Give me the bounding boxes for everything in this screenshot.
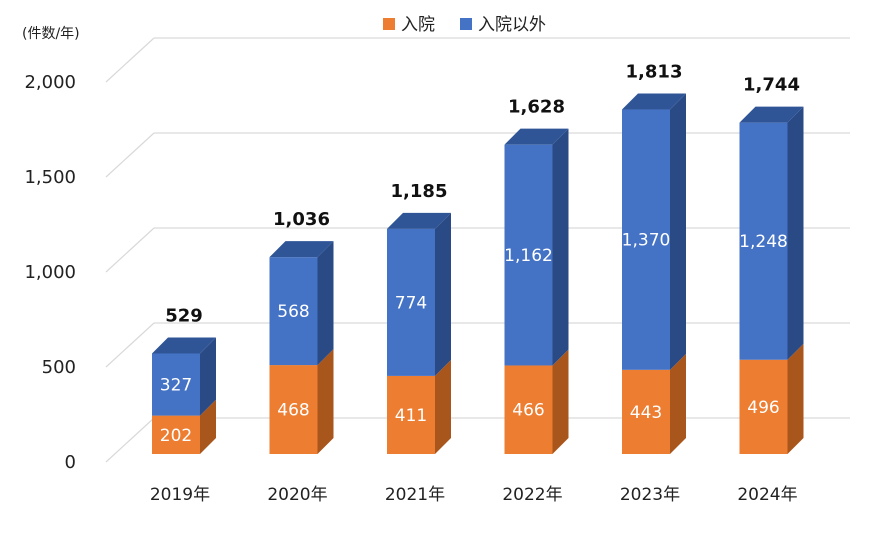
bar-segment-inpatient [739, 343, 804, 454]
total-value-label: 1,185 [391, 181, 448, 202]
bars: 202 327 529 468 568 1,036 411 774 1,185 466 1,162 1… [152, 62, 804, 454]
y-tick-label: 500 [42, 357, 76, 378]
segment-value-label: 568 [277, 302, 309, 322]
total-value-label: 1,744 [743, 75, 800, 96]
segment-value-label: 443 [630, 403, 662, 423]
bar-segment-non-inpatient [387, 212, 451, 376]
y-axis-unit-label: (件数/年) [22, 26, 80, 42]
legend-swatch [460, 18, 472, 30]
x-category-label: 2020年 [267, 485, 327, 505]
x-axis-categories: 2019年 2020年 2021年 2022年 2023年 2024年 [150, 485, 798, 505]
legend-label: 入院 [401, 15, 435, 35]
segment-value-label: 466 [512, 401, 544, 421]
gridline-depth [105, 322, 155, 368]
legend-swatch [383, 18, 395, 30]
legend-item: 入院 [383, 15, 435, 35]
bar-segment-inpatient [269, 349, 334, 454]
x-category-label: 2021年 [385, 485, 445, 505]
legend-item: 入院以外 [460, 15, 546, 35]
gridline-depth [105, 227, 155, 273]
bar-segment-inpatient [387, 359, 451, 454]
x-category-label: 2024年 [737, 485, 797, 505]
bar-segment-inpatient [504, 349, 569, 454]
bar-segment-inpatient [622, 353, 686, 454]
y-tick-label: 0 [65, 452, 76, 473]
bar-segment-non-inpatient [739, 106, 804, 360]
legend: 入院 入院以外 [383, 15, 546, 35]
x-category-label: 2022年 [502, 485, 562, 505]
x-category-label: 2019年 [150, 485, 210, 505]
y-tick-label: 1,500 [24, 167, 76, 188]
legend-label: 入院以外 [478, 15, 546, 35]
y-tick-label: 1,000 [24, 262, 76, 283]
segment-value-label: 496 [747, 398, 779, 418]
gridline-depth [105, 417, 155, 463]
total-value-label: 529 [165, 305, 203, 326]
segment-value-label: 411 [395, 406, 427, 426]
gridline-depth [105, 37, 155, 83]
segment-value-label: 1,248 [739, 232, 788, 252]
bar-segment-inpatient [152, 399, 216, 454]
bar-segment-non-inpatient [269, 241, 334, 366]
bar-segment-non-inpatient [152, 337, 216, 416]
total-value-label: 1,628 [508, 97, 565, 118]
bar-segment-non-inpatient [622, 93, 686, 370]
y-tick-label: 2,000 [24, 72, 76, 93]
segment-value-label: 1,162 [504, 246, 553, 266]
segment-value-label: 468 [277, 401, 309, 421]
segment-value-label: 202 [160, 426, 192, 446]
total-value-label: 1,813 [626, 62, 683, 83]
y-axis-ticks: 0 500 1,000 1,500 2,000 [24, 72, 76, 473]
segment-value-label: 327 [160, 376, 192, 396]
segment-value-label: 774 [395, 293, 427, 313]
x-category-label: 2023年 [620, 485, 680, 505]
segment-value-label: 1,370 [622, 231, 671, 251]
gridline-depth [105, 132, 155, 178]
bar-segment-non-inpatient [504, 128, 569, 366]
total-value-label: 1,036 [273, 209, 330, 230]
